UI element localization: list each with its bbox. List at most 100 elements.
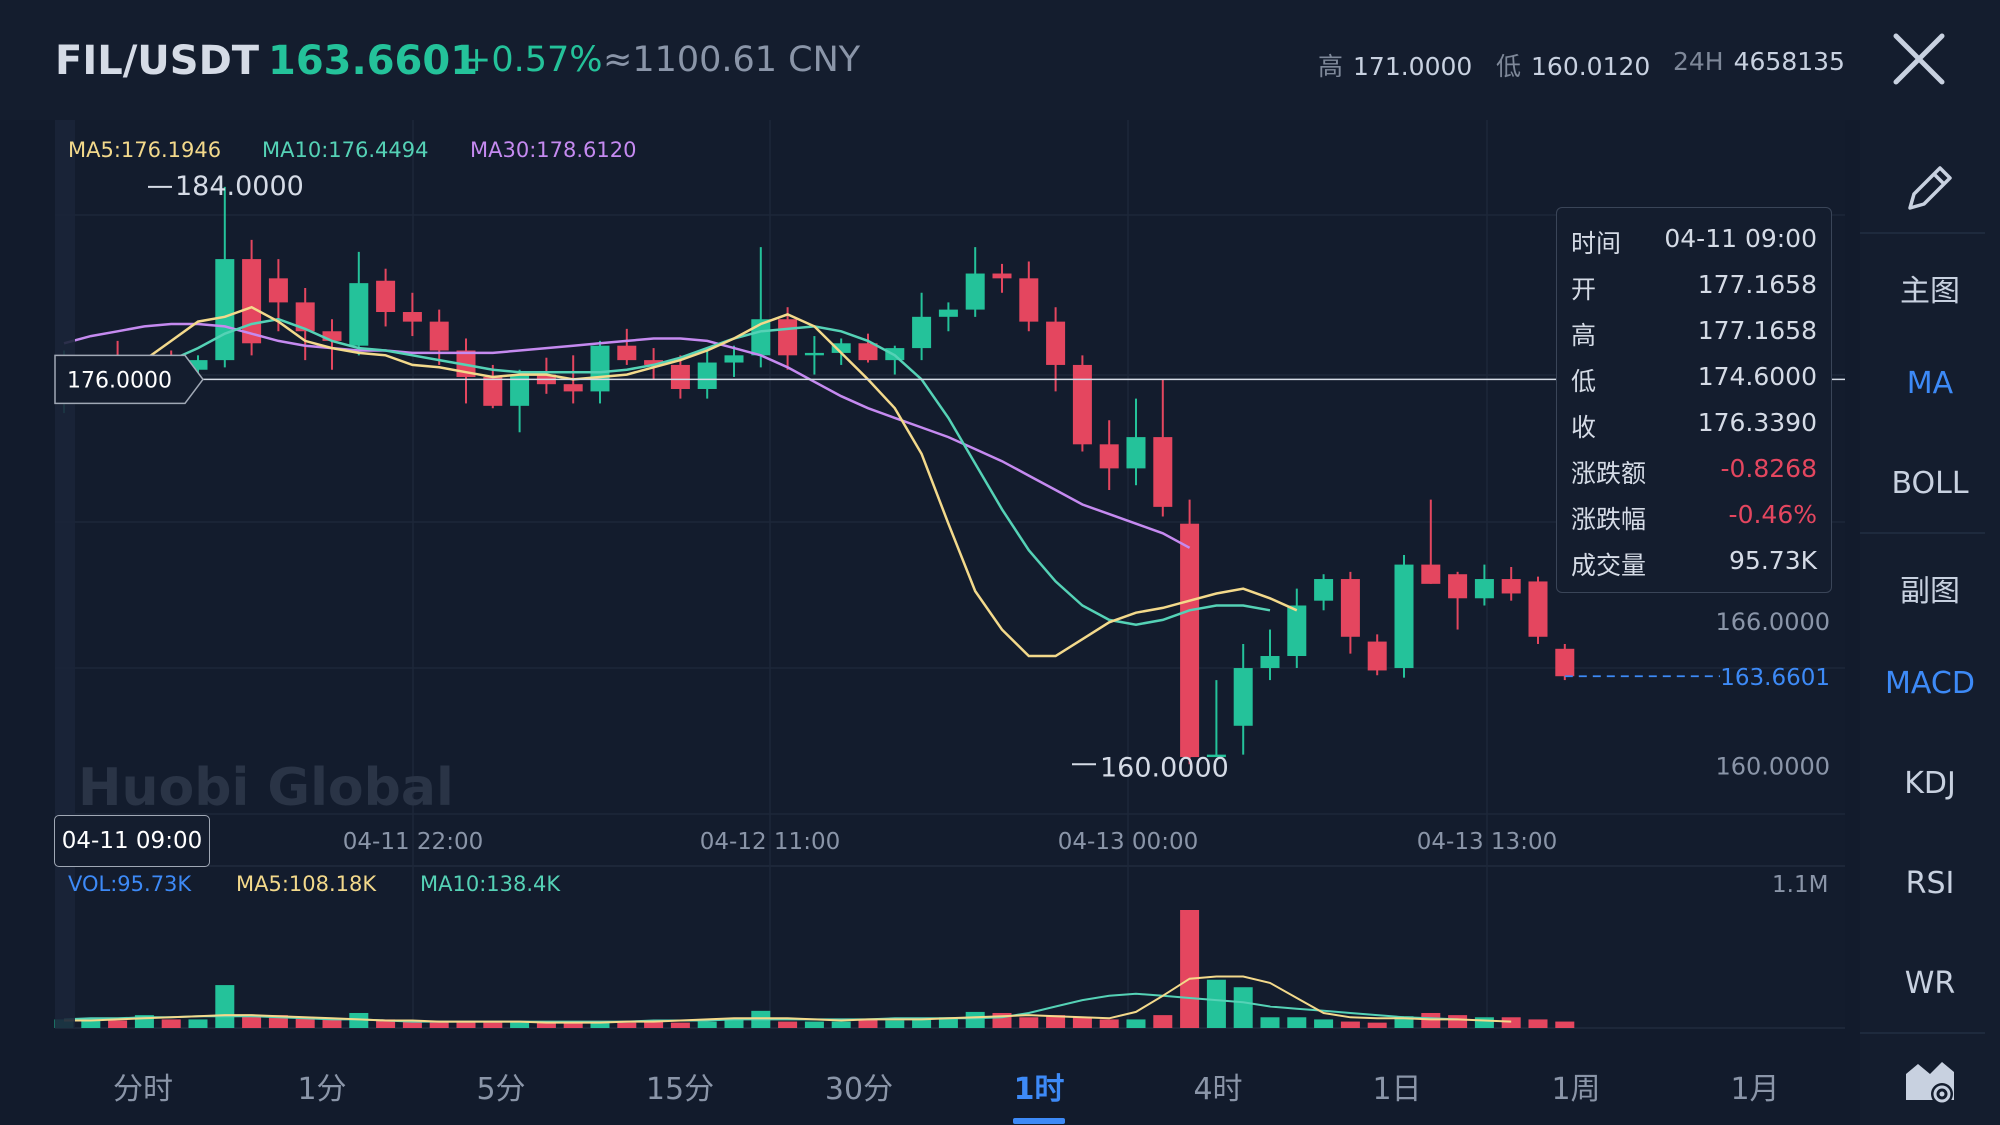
- volume-bar: [778, 1021, 798, 1028]
- volume-bar: [188, 1019, 208, 1028]
- volume-bar: [242, 1015, 262, 1028]
- candle-body: [1072, 364, 1092, 445]
- tab-1week[interactable]: 1周: [1551, 1072, 1601, 1107]
- price-cursor-label: 176.0000: [67, 368, 172, 393]
- info-label: 涨跌幅: [1571, 505, 1647, 534]
- volume-bar: [1019, 1017, 1039, 1028]
- tab-1min[interactable]: 1分: [297, 1072, 347, 1107]
- volume-bar: [804, 1021, 824, 1028]
- main-chart-label: 主图: [1900, 274, 1960, 309]
- candle-body: [1180, 523, 1200, 758]
- candle-body: [1206, 754, 1226, 758]
- volume-label: 24H: [1673, 47, 1724, 76]
- ohlc-info-panel: 时间 04-11 09:00 开 177.1658 高 177.1658 低 174.6…: [1556, 207, 1832, 593]
- volume-bar: [1448, 1015, 1468, 1028]
- volume-bar: [858, 1019, 878, 1028]
- volume-bar: [81, 1018, 101, 1028]
- volume-bar: [617, 1022, 637, 1028]
- volume-bar: [885, 1020, 905, 1028]
- volume-bar: [1340, 1021, 1360, 1028]
- ma5-line: [63, 305, 1298, 658]
- cny-price: ≈1100.61 CNY: [603, 40, 861, 80]
- tab-1month[interactable]: 1月: [1730, 1072, 1780, 1107]
- volume-bar: [1046, 1015, 1066, 1028]
- candle-body: [965, 273, 985, 310]
- info-value: -0.8268: [1720, 454, 1818, 483]
- volume-bar: [1206, 979, 1226, 1028]
- chart-background: [55, 120, 1845, 1028]
- volume-bar: [938, 1017, 958, 1028]
- volume-bar: [644, 1021, 664, 1028]
- tab-30min[interactable]: 30分: [824, 1072, 894, 1107]
- candle-body: [1474, 579, 1494, 599]
- vol-ma10-legend: MA10:138.4K: [420, 872, 561, 896]
- info-row-low: 低 174.6000: [1571, 362, 1817, 408]
- candle-body: [1448, 574, 1468, 599]
- volume-bar: [1394, 1016, 1414, 1028]
- candle-body: [376, 280, 396, 313]
- volume-bar: [1153, 1015, 1173, 1028]
- ma-lines: [63, 305, 1298, 658]
- volume-bar: [510, 1021, 530, 1028]
- candle-body: [1394, 564, 1414, 669]
- info-value: 177.1658: [1697, 270, 1817, 299]
- interval-tabs: 分时 1分 5分 15分 30分 1时 4时 1日 1周 1月: [0, 1040, 1860, 1125]
- candle-body: [1421, 564, 1441, 584]
- volume-bar: [456, 1021, 476, 1028]
- sidebar-divider: [1860, 1032, 1985, 1034]
- chart-settings-icon[interactable]: [1902, 1056, 1958, 1108]
- volume-bar: [1233, 987, 1253, 1028]
- price-cursor-tag: [54, 354, 204, 405]
- volume-stat: 24H 4658135: [1673, 47, 1845, 76]
- candle-body: [1099, 444, 1119, 469]
- indicator-rsi[interactable]: RSI: [1905, 866, 1955, 901]
- info-label: 高: [1571, 321, 1597, 350]
- vol-max-label: 1.1M: [1772, 872, 1829, 898]
- volume-bar: [697, 1021, 717, 1028]
- tab-1hour[interactable]: 1时: [1013, 1072, 1065, 1107]
- indicator-macd[interactable]: MACD: [1885, 666, 1975, 701]
- volume-bar: [1474, 1017, 1494, 1028]
- pair-title[interactable]: FIL/USDT: [55, 38, 260, 84]
- ma5-legend: MA5:176.1946: [68, 138, 222, 162]
- candlestick-chart[interactable]: 176.0000 184.0000 160.0000 166.0000 160.0000…: [0, 120, 1860, 1040]
- current-price-label: 163.6601: [1720, 665, 1830, 691]
- volume-bar: [1287, 1017, 1307, 1028]
- time-axis-label: 04-13 13:00: [1417, 829, 1557, 855]
- info-row-open: 开 177.1658: [1571, 270, 1817, 316]
- candle-body: [617, 345, 637, 361]
- sidebar-divider: [1860, 232, 1985, 234]
- volume-bar: [724, 1019, 744, 1028]
- info-row-high: 高 177.1658: [1571, 316, 1817, 362]
- vol-legend: VOL:95.73K: [68, 872, 192, 896]
- candle-body: [992, 273, 1012, 279]
- volume-bar: [1099, 1019, 1119, 1028]
- indicator-boll[interactable]: BOLL: [1891, 466, 1969, 501]
- volume-bar: [536, 1022, 556, 1028]
- close-icon[interactable]: [1890, 30, 1948, 88]
- active-tab-indicator: [1013, 1118, 1065, 1124]
- info-label: 低: [1571, 367, 1597, 396]
- ma30-line: [63, 322, 1191, 549]
- indicator-ma[interactable]: MA: [1906, 366, 1954, 401]
- candle-body: [858, 343, 878, 361]
- indicator-kdj[interactable]: KDJ: [1904, 766, 1956, 801]
- volume-bar: [831, 1021, 851, 1028]
- candle-body: [322, 331, 342, 341]
- sub-chart-label: 副图: [1900, 574, 1960, 609]
- tab-timeline[interactable]: 分时: [113, 1072, 173, 1107]
- volume-bar: [483, 1021, 503, 1028]
- pencil-icon[interactable]: [1900, 158, 1960, 218]
- indicator-wr[interactable]: WR: [1904, 966, 1956, 1001]
- volume-bar: [1180, 910, 1200, 1028]
- candle-body: [1046, 321, 1066, 365]
- tab-4hour[interactable]: 4时: [1193, 1072, 1243, 1107]
- candle-body: [590, 345, 610, 392]
- chart-area[interactable]: 176.0000 184.0000 160.0000 166.0000 160.0000…: [0, 120, 1860, 1040]
- tab-15min[interactable]: 15分: [645, 1072, 715, 1107]
- tab-1day[interactable]: 1日: [1372, 1072, 1422, 1107]
- tab-5min[interactable]: 5分: [476, 1072, 526, 1107]
- info-row-time: 时间 04-11 09:00: [1571, 224, 1817, 270]
- volume-bar: [429, 1021, 449, 1028]
